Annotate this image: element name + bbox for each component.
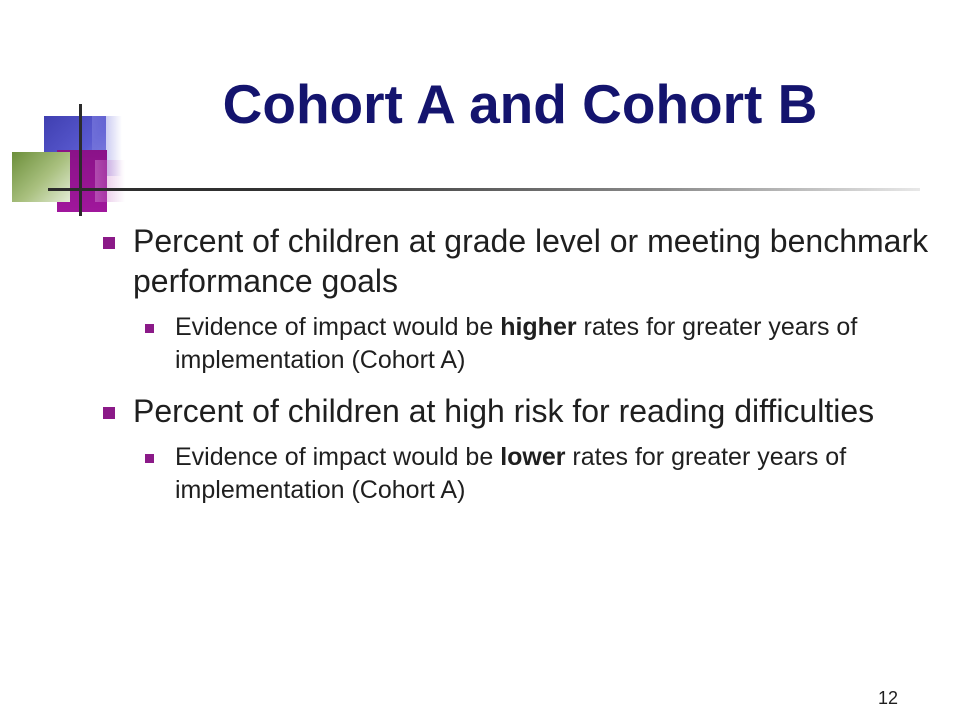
title-underline bbox=[48, 188, 920, 191]
sub-bullet-text-2-before: Evidence of impact would be bbox=[175, 443, 501, 471]
sub-bullet-marker bbox=[145, 454, 154, 463]
sub-bullet-text-1-after: rates for greater years of implementatio… bbox=[175, 313, 858, 374]
sub-bullet-text-1-before: Evidence of impact would be bbox=[175, 313, 501, 341]
bullet-item-2: Percent of children at high risk for rea… bbox=[103, 391, 933, 431]
bullet-list: Percent of children at grade level or me… bbox=[103, 221, 933, 507]
decor-vertical-line bbox=[79, 104, 82, 216]
bullet-item-1: Percent of children at grade level or me… bbox=[103, 221, 933, 301]
page-number: 12 bbox=[877, 688, 898, 708]
bullet-marker bbox=[103, 407, 115, 419]
slide-title: Cohort A and Cohort B bbox=[222, 73, 818, 135]
decor-purple-fade bbox=[95, 160, 125, 202]
sub-bullet-item-1: Evidence of impact would be higher rates… bbox=[145, 311, 933, 377]
bullet-text-2: Percent of children at high risk for rea… bbox=[133, 393, 875, 429]
bullet-marker bbox=[103, 237, 115, 249]
sub-bullet-item-2: Evidence of impact would be lower rates … bbox=[145, 441, 933, 507]
sub-bullet-emphasis-2: lower bbox=[500, 443, 566, 471]
sub-bullet-text-2-after: rates for greater years of implementatio… bbox=[175, 443, 847, 504]
decor-green-square bbox=[12, 152, 70, 202]
sub-bullet-emphasis-1: higher bbox=[500, 313, 577, 341]
bullet-text-1: Percent of children at grade level or me… bbox=[133, 223, 929, 299]
sub-bullet-marker bbox=[145, 324, 154, 333]
